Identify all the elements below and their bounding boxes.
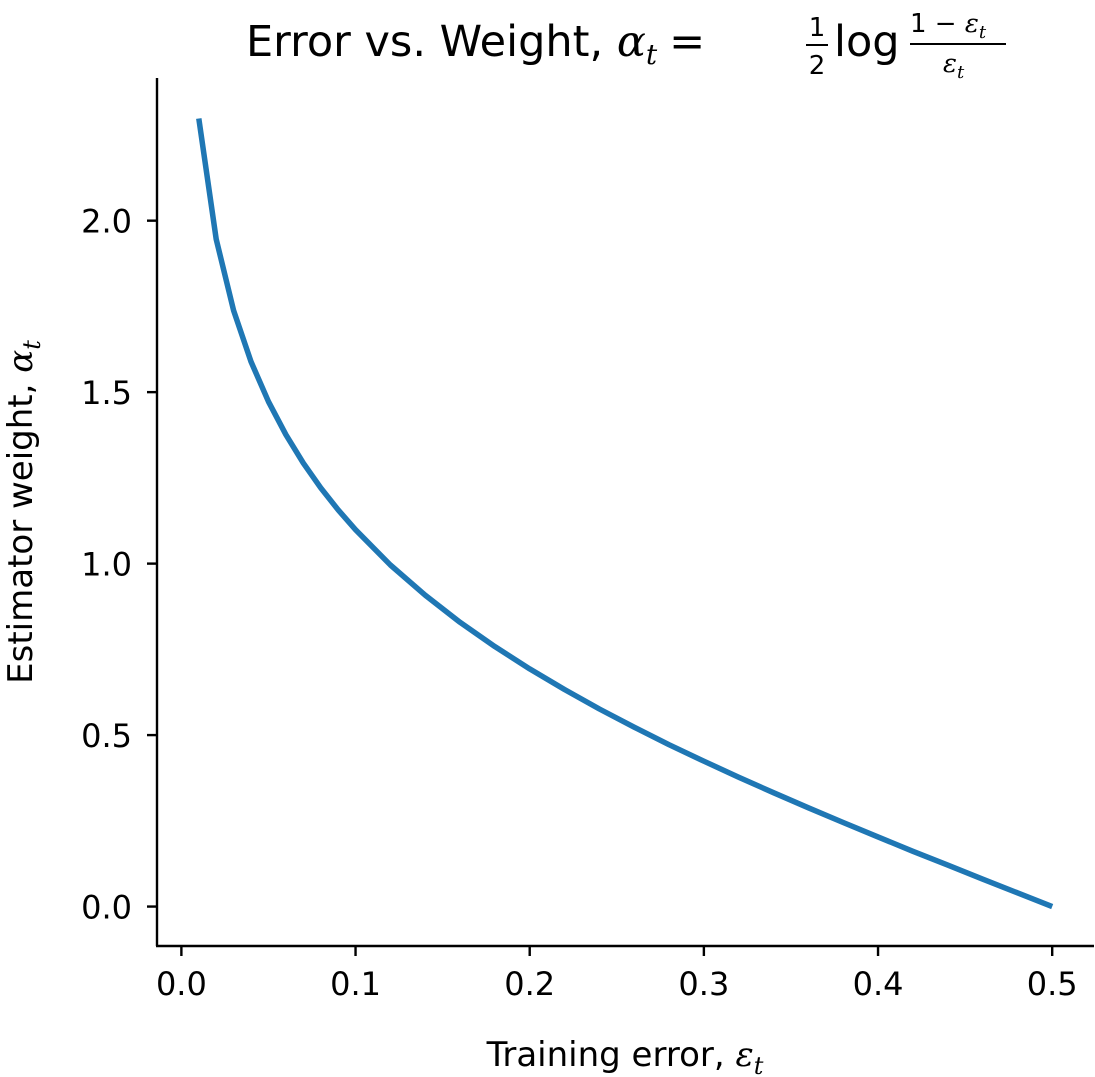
y-tick-label: 2.0 <box>81 203 132 241</box>
x-tick-label: 0.3 <box>678 965 729 1003</box>
y-axis-label-symbol: α <box>1 350 41 373</box>
y-tick-label: 1.0 <box>81 546 132 584</box>
title-alpha: α <box>617 17 646 67</box>
y-tick-label: 0.5 <box>81 717 132 755</box>
y-tick-label: 0.0 <box>81 889 132 927</box>
x-tick-label: 0.4 <box>853 965 904 1003</box>
x-tick-label: 0.2 <box>504 965 555 1003</box>
x-axis-label-symbol: ε <box>735 1035 753 1075</box>
title-prefix: Error vs. Weight, <box>246 17 617 67</box>
title-half-denominator: 2 <box>809 51 826 81</box>
x-tick-label: 0.5 <box>1027 965 1078 1003</box>
x-axis-label-text: Training error, <box>486 1035 736 1075</box>
title-half-numerator: 1 <box>809 13 826 43</box>
y-axis-label-text: Estimator weight, <box>1 373 41 684</box>
title-frac-numerator-epsilon: ε <box>965 9 979 39</box>
x-axis-label: Training error, εt <box>486 1035 764 1077</box>
y-axis-label-subscript: t <box>18 340 46 350</box>
title-alpha-subscript: t <box>646 38 658 71</box>
title-frac-numerator-prefix: 1 − <box>910 9 965 39</box>
x-axis-ticks: 0.0 0.1 0.2 0.3 0.4 0.5 <box>156 946 1078 1003</box>
y-tick-label: 1.5 <box>81 374 132 412</box>
y-axis-ticks: 0.0 0.5 1.0 1.5 2.0 <box>81 203 157 927</box>
title-equals: = <box>669 17 705 67</box>
title-frac-denominator-epsilon: ε <box>943 49 957 79</box>
title-frac-numerator-subscript: t <box>979 22 987 43</box>
svg-text:1 − εt: 1 − εt <box>910 9 987 43</box>
series-line <box>196 118 1054 910</box>
title-log: log <box>834 17 900 67</box>
y-axis-label: Estimator weight, αt <box>1 340 46 684</box>
title-frac-denominator-subscript: t <box>957 62 965 83</box>
svg-text:Error vs. Weight, αt=: Error vs. Weight, αt = <box>246 17 705 71</box>
chart-title: Error vs. Weight, αt = 1 2 log 1 − εt εt <box>246 9 1006 83</box>
x-tick-label: 0.0 <box>156 965 207 1003</box>
svg-text:εt: εt <box>943 49 965 83</box>
x-tick-label: 0.1 <box>330 965 381 1003</box>
x-axis-label-subscript: t <box>754 1052 764 1077</box>
